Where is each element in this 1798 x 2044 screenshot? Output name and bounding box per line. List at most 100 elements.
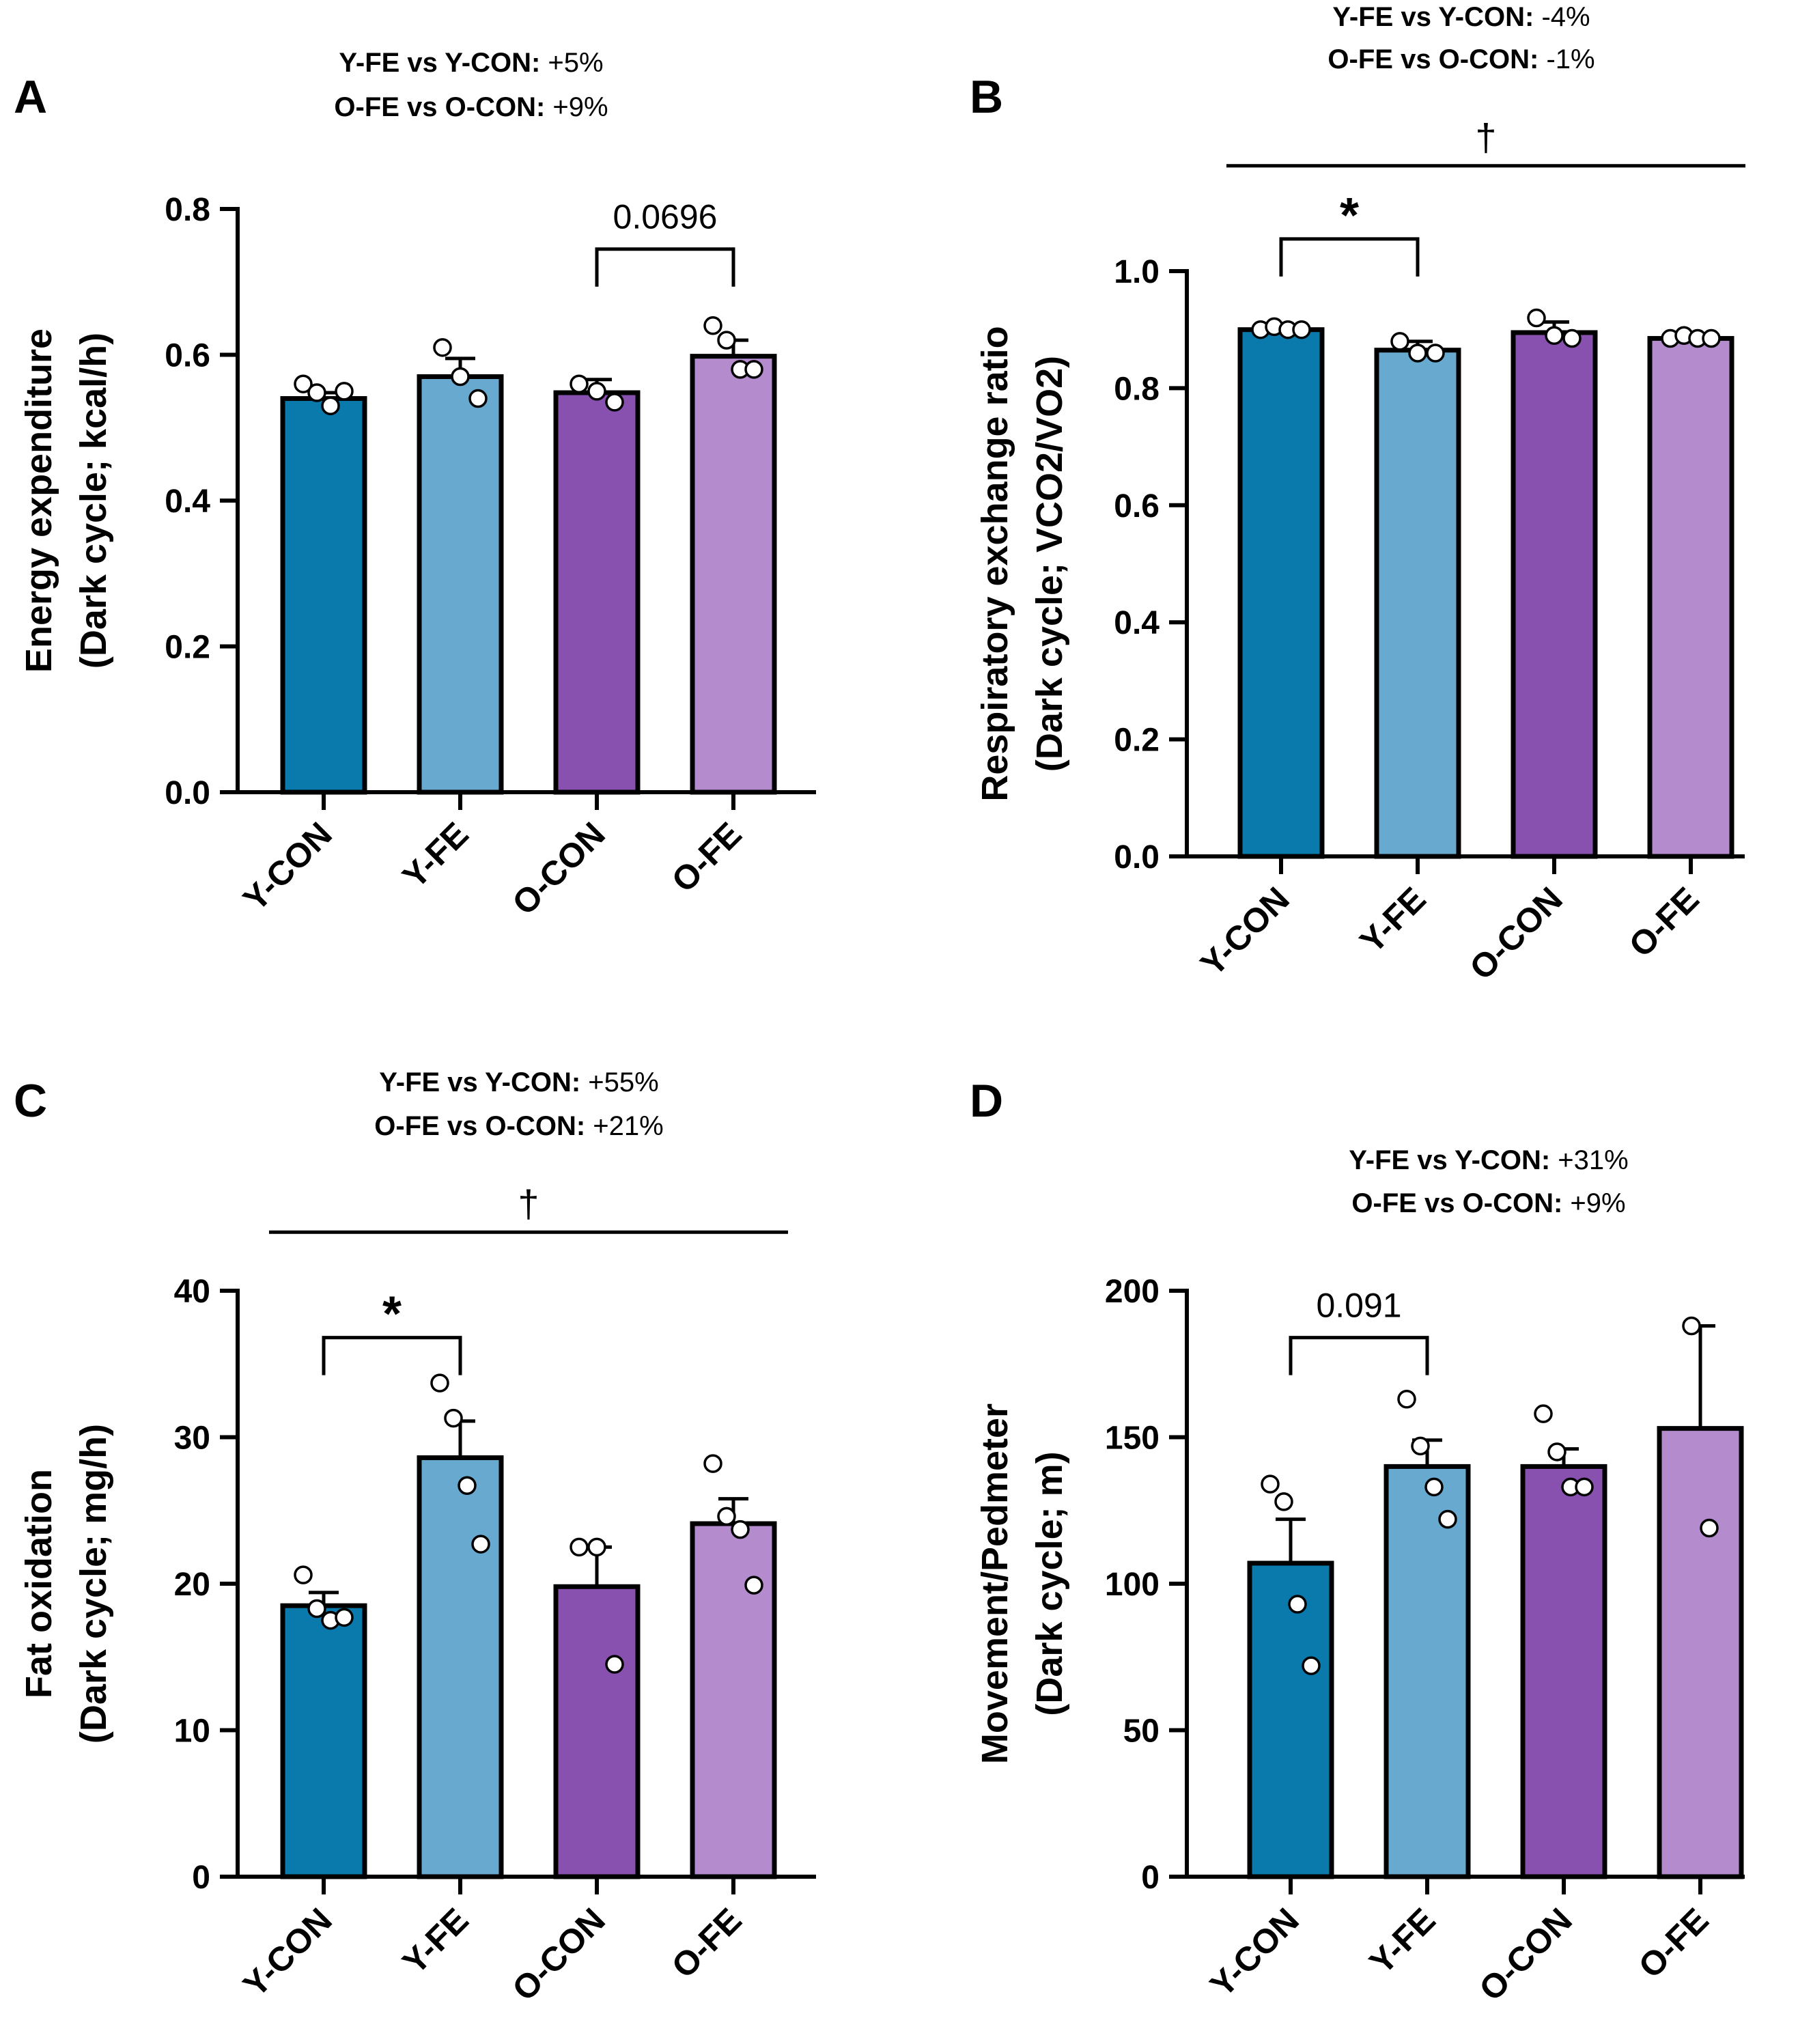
dagger-symbol: † — [518, 1182, 539, 1225]
p-value-label: 0.091 — [1316, 1287, 1401, 1325]
data-point — [468, 389, 488, 408]
y-axis-label: (Dark cycle; m) — [1029, 1451, 1070, 1716]
y-tick-label: 0.8 — [1114, 371, 1160, 407]
category-label-y-fe: Y-FE — [1362, 1901, 1443, 1981]
category-label-o-con: O-CON — [505, 815, 612, 922]
category-label-y-con: Y-CON — [1203, 1901, 1306, 2004]
category-label-o-fe: O-FE — [1622, 880, 1706, 964]
data-point — [1545, 326, 1564, 346]
y-tick-label: 0.8 — [165, 192, 210, 228]
y-tick-label: 50 — [1123, 1713, 1160, 1750]
annotation-value: -1% — [1546, 44, 1595, 74]
data-point — [1390, 332, 1409, 351]
y-tick-label: 100 — [1105, 1567, 1160, 1603]
data-point — [1682, 1316, 1701, 1336]
y-tick-label: 0 — [1141, 1860, 1160, 1896]
data-point — [605, 1655, 624, 1674]
bar-y-fe — [1374, 348, 1461, 859]
y-tick-label: 10 — [174, 1713, 210, 1750]
annotation-value: +5% — [548, 48, 603, 78]
data-point — [307, 1599, 326, 1619]
data-point — [451, 367, 470, 387]
annotation-comparison: O-FE vs O-CON: — [1328, 44, 1546, 74]
category-label-o-con: O-CON — [505, 1901, 612, 2008]
bar-o-con — [1520, 1464, 1607, 1879]
annotation-line: Y-FE vs Y-CON: -4% — [1332, 2, 1590, 32]
bar-o-con — [553, 390, 641, 795]
data-point — [1411, 1436, 1430, 1456]
comparison-bracket — [595, 247, 735, 287]
annotation-line: O-FE vs O-CON: +21% — [374, 1111, 663, 1141]
data-point — [335, 1608, 354, 1627]
annotation-line: O-FE vs O-CON: +9% — [1351, 1188, 1625, 1218]
annotation-comparison: Y-FE vs Y-CON: — [379, 1067, 588, 1097]
data-point — [1408, 344, 1427, 363]
significance-star: * — [382, 1287, 402, 1342]
comparison-bracket — [1289, 1336, 1429, 1375]
bar-y-fe — [1383, 1464, 1471, 1879]
y-tick-label: 150 — [1105, 1420, 1160, 1457]
bar-y-con — [1237, 327, 1325, 859]
data-point — [717, 331, 736, 350]
data-point — [1274, 1492, 1293, 1511]
data-point — [587, 382, 606, 401]
y-axis-label: (Dark cycle; kcal/h) — [73, 333, 114, 669]
y-tick-label: 0.0 — [1114, 839, 1160, 876]
panel-a: A Y-FE vs Y-CON: +5% O-FE vs O-CON: +9% 0.0… — [14, 48, 816, 923]
y-axis-label: Fat oxidation — [18, 1469, 59, 1698]
y-tick-label: 40 — [174, 1274, 210, 1310]
annotation-value: -4% — [1541, 2, 1590, 32]
annotation-value: +9% — [1570, 1188, 1625, 1218]
category-label-o-fe: O-FE — [664, 815, 749, 899]
y-tick-label: 0.4 — [165, 484, 210, 520]
y-tick-label: 200 — [1105, 1274, 1160, 1310]
data-point — [321, 396, 340, 415]
annotation-comparison: O-FE vs O-CON: — [374, 1111, 593, 1141]
data-point — [307, 383, 326, 402]
annotation-value: +9% — [552, 92, 608, 122]
data-point — [605, 393, 624, 412]
data-point — [444, 1408, 463, 1428]
panel-letter: A — [14, 71, 47, 123]
panel-d: D Y-FE vs Y-CON: +31% O-FE vs O-CON: +9% 0 5… — [970, 1075, 1745, 2008]
bar-y-fe — [417, 374, 504, 795]
data-point — [294, 374, 313, 393]
data-point — [335, 382, 354, 401]
data-point — [703, 316, 722, 335]
bar-y-fe — [417, 1455, 504, 1879]
category-label-o-con: O-CON — [1472, 1901, 1579, 2008]
category-label-y-con: Y-CON — [1193, 880, 1297, 983]
annotation-line: O-FE vs O-CON: +9% — [334, 92, 608, 122]
bar-o-fe — [1647, 336, 1734, 859]
y-tick-label: 20 — [174, 1567, 210, 1603]
bar-o-con — [1511, 330, 1598, 859]
y-tick-label: 0 — [192, 1860, 210, 1896]
y-tick-label: 0.4 — [1114, 605, 1160, 641]
annotation-line: O-FE vs O-CON: -1% — [1328, 44, 1595, 74]
data-point — [1700, 1518, 1719, 1538]
data-point — [1424, 1477, 1444, 1497]
annotation-value: +21% — [593, 1111, 663, 1141]
data-point — [1261, 1474, 1280, 1494]
y-axis-label: Respiratory exchange ratio — [974, 326, 1015, 801]
category-label-o-fe: O-FE — [1631, 1901, 1716, 1985]
p-value-label: 0.0696 — [613, 198, 718, 236]
y-tick-label: 1.0 — [1114, 254, 1160, 290]
y-axis-label: (Dark cycle; VCO2/VO2) — [1029, 356, 1070, 772]
data-point — [1562, 328, 1582, 348]
annotation-comparison: O-FE vs O-CON: — [334, 92, 552, 122]
y-axis-label: Energy expenditure — [18, 328, 59, 673]
y-axis-label: Movement/Pedmeter — [974, 1403, 1015, 1764]
bar-o-con — [553, 1584, 641, 1879]
data-point — [731, 1520, 750, 1539]
data-point — [744, 1576, 763, 1595]
panel-letter: B — [970, 71, 1003, 123]
annotation-value: +55% — [588, 1067, 658, 1097]
data-point — [717, 1507, 736, 1526]
category-label-y-fe: Y-FE — [1353, 880, 1433, 960]
bar-o-fe — [690, 1521, 777, 1879]
data-point — [1547, 1442, 1567, 1461]
data-point — [1438, 1509, 1457, 1529]
data-point — [471, 1535, 490, 1554]
category-label-y-con: Y-CON — [236, 815, 339, 919]
